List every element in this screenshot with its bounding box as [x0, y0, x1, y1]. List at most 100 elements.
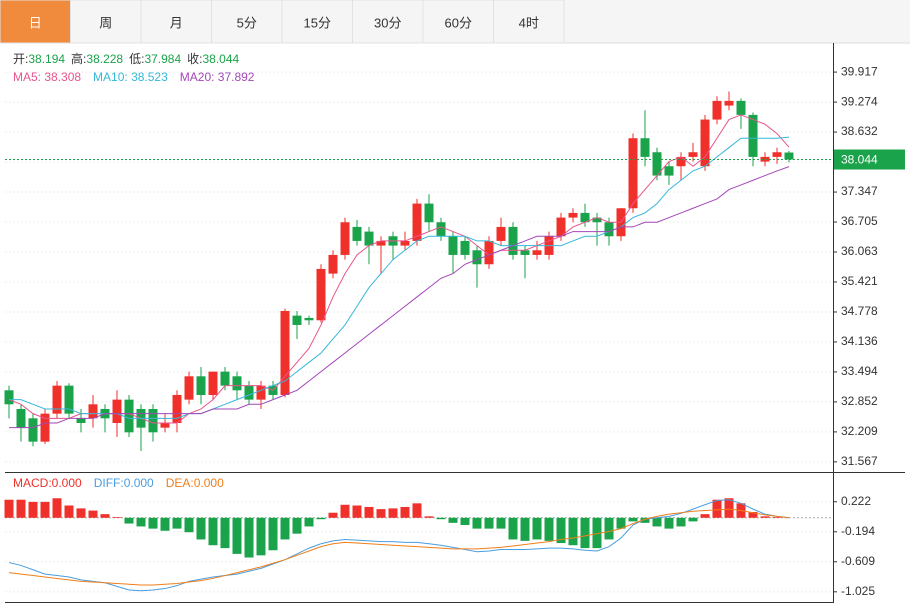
macd-bar [88, 510, 98, 518]
tab[interactable] [70, 0, 142, 44]
y-tick-label: 34.136 [841, 334, 878, 348]
macd-bar [172, 517, 182, 529]
tab[interactable] [211, 0, 283, 44]
candle-body [664, 166, 674, 176]
y-tick-label: 0.222 [841, 494, 871, 508]
macd-bar [448, 517, 458, 523]
macd-bar [64, 505, 74, 518]
candle-body [556, 217, 566, 237]
candle-body [112, 399, 122, 423]
macd-bar [40, 501, 50, 518]
macd-bar [424, 516, 434, 518]
macd-bar [244, 517, 254, 558]
line-series [8, 508, 790, 586]
candle-body [436, 222, 446, 237]
macd-bar [112, 517, 122, 518]
y-tick-label: 35.421 [841, 274, 878, 288]
macd-bar [76, 508, 86, 518]
macd-bar [196, 517, 206, 540]
tab[interactable] [422, 0, 494, 44]
y-tick-label: 32.852 [841, 394, 878, 408]
tab-label[interactable]: 30分 [374, 15, 401, 30]
tab[interactable] [493, 0, 565, 44]
candle-body [460, 240, 470, 255]
macd-bar [340, 504, 350, 518]
macd-bar [628, 517, 638, 522]
candle-body [340, 222, 350, 255]
macd-bar [592, 517, 602, 549]
candle-body [328, 254, 338, 274]
macd-bar [412, 503, 422, 518]
line-series [8, 114, 790, 424]
candle-body [64, 385, 74, 414]
candle-body [232, 376, 242, 391]
legend-label: 开: [13, 52, 28, 66]
macd-bar [388, 508, 398, 518]
y-tick-label: -0.609 [841, 554, 875, 568]
y-tick-label: 36.705 [841, 214, 878, 228]
y-tick-label: 34.778 [841, 304, 878, 318]
macd-bar [580, 517, 590, 549]
macd-bar [508, 517, 518, 540]
macd-bar [772, 517, 782, 518]
macd-bar [100, 514, 110, 518]
candle-body [16, 408, 26, 428]
macd-bar [364, 506, 374, 518]
tab-label[interactable]: 5分 [237, 15, 257, 30]
tab-label[interactable]: 日 [29, 15, 42, 30]
macd-bar [124, 517, 134, 524]
candle-body [712, 100, 722, 120]
legend-entry: MA10: 38.523 [93, 70, 168, 84]
candle-body [400, 240, 410, 246]
tab-label[interactable]: 月 [170, 15, 183, 30]
candle-body [52, 385, 62, 414]
y-tick-label: -0.194 [841, 524, 875, 538]
candle-body [256, 385, 266, 400]
candle-body [472, 250, 482, 265]
tab-label[interactable]: 周 [99, 15, 112, 30]
macd-bar [4, 499, 14, 518]
macd-bar [556, 517, 566, 544]
candle-body [148, 408, 158, 433]
candle-body [676, 156, 686, 167]
y-tick-label: -1.025 [841, 584, 875, 598]
macd-bar [148, 517, 158, 529]
macd-bar [352, 505, 362, 518]
macd-bar [748, 512, 758, 518]
macd-bar [676, 517, 686, 527]
candle-body [532, 250, 542, 255]
macd-bar [604, 517, 614, 540]
tab-label[interactable]: 4时 [519, 15, 539, 30]
candle-body [700, 119, 710, 167]
macd-bar [28, 501, 38, 518]
tab-label[interactable]: 15分 [304, 15, 331, 30]
candle-body [448, 236, 458, 255]
tab-label[interactable]: 60分 [445, 15, 472, 30]
candle-body [604, 222, 614, 237]
macd-bar [328, 512, 338, 518]
candle-body [580, 212, 590, 223]
macd-bar [16, 499, 26, 518]
candle-body [376, 240, 386, 246]
candle-body [220, 371, 230, 386]
macd-bar [400, 506, 410, 518]
y-tick-label: 31.567 [841, 454, 878, 468]
legend-value: 38.044 [202, 52, 239, 66]
macd-bar [52, 498, 62, 518]
candle-body [484, 240, 494, 265]
macd-bar [664, 517, 674, 529]
candle-body [652, 152, 662, 176]
macd-bar [268, 517, 278, 551]
candle-body [772, 152, 782, 157]
candle-body [172, 394, 182, 423]
candle-body [352, 226, 362, 241]
legend-entry: MACD:0.000 [13, 476, 82, 490]
y-tick-label: 39.274 [841, 94, 878, 108]
macd-bar [616, 517, 626, 529]
candle-body [784, 152, 794, 160]
y-tick-label: 36.063 [841, 244, 878, 258]
candle-body [412, 203, 422, 241]
y-tick-label: 33.494 [841, 364, 878, 378]
